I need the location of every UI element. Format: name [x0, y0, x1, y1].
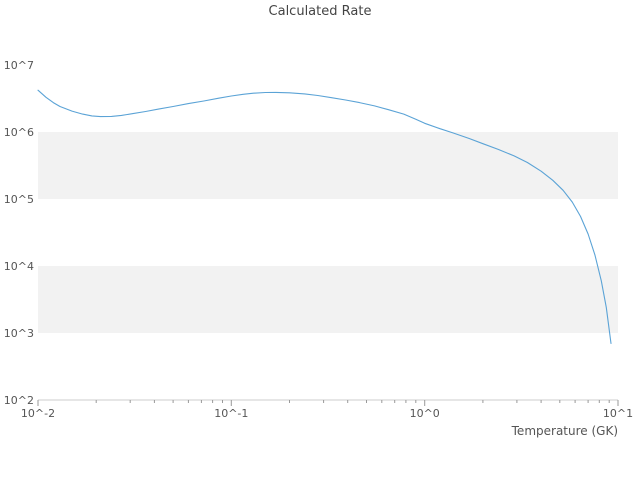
y-tick-label: 10^6 — [4, 126, 34, 139]
x-tick-label: 10^-1 — [214, 407, 248, 420]
y-tick-label: 10^2 — [4, 394, 34, 407]
x-tick-label: 10^0 — [410, 407, 440, 420]
background-band — [38, 132, 618, 199]
x-tick-label: 10^1 — [603, 407, 633, 420]
x-axis-label: Temperature (GK) — [511, 424, 618, 438]
chart-title: Calculated Rate — [268, 4, 372, 19]
y-tick-label: 10^4 — [4, 260, 34, 273]
y-tick-label: 10^3 — [4, 327, 34, 340]
y-tick-label: 10^5 — [4, 193, 34, 206]
x-tick-label: 10^-2 — [21, 407, 55, 420]
background-band — [38, 266, 618, 333]
y-tick-label: 10^7 — [4, 59, 34, 72]
rate-line — [37, 89, 612, 344]
